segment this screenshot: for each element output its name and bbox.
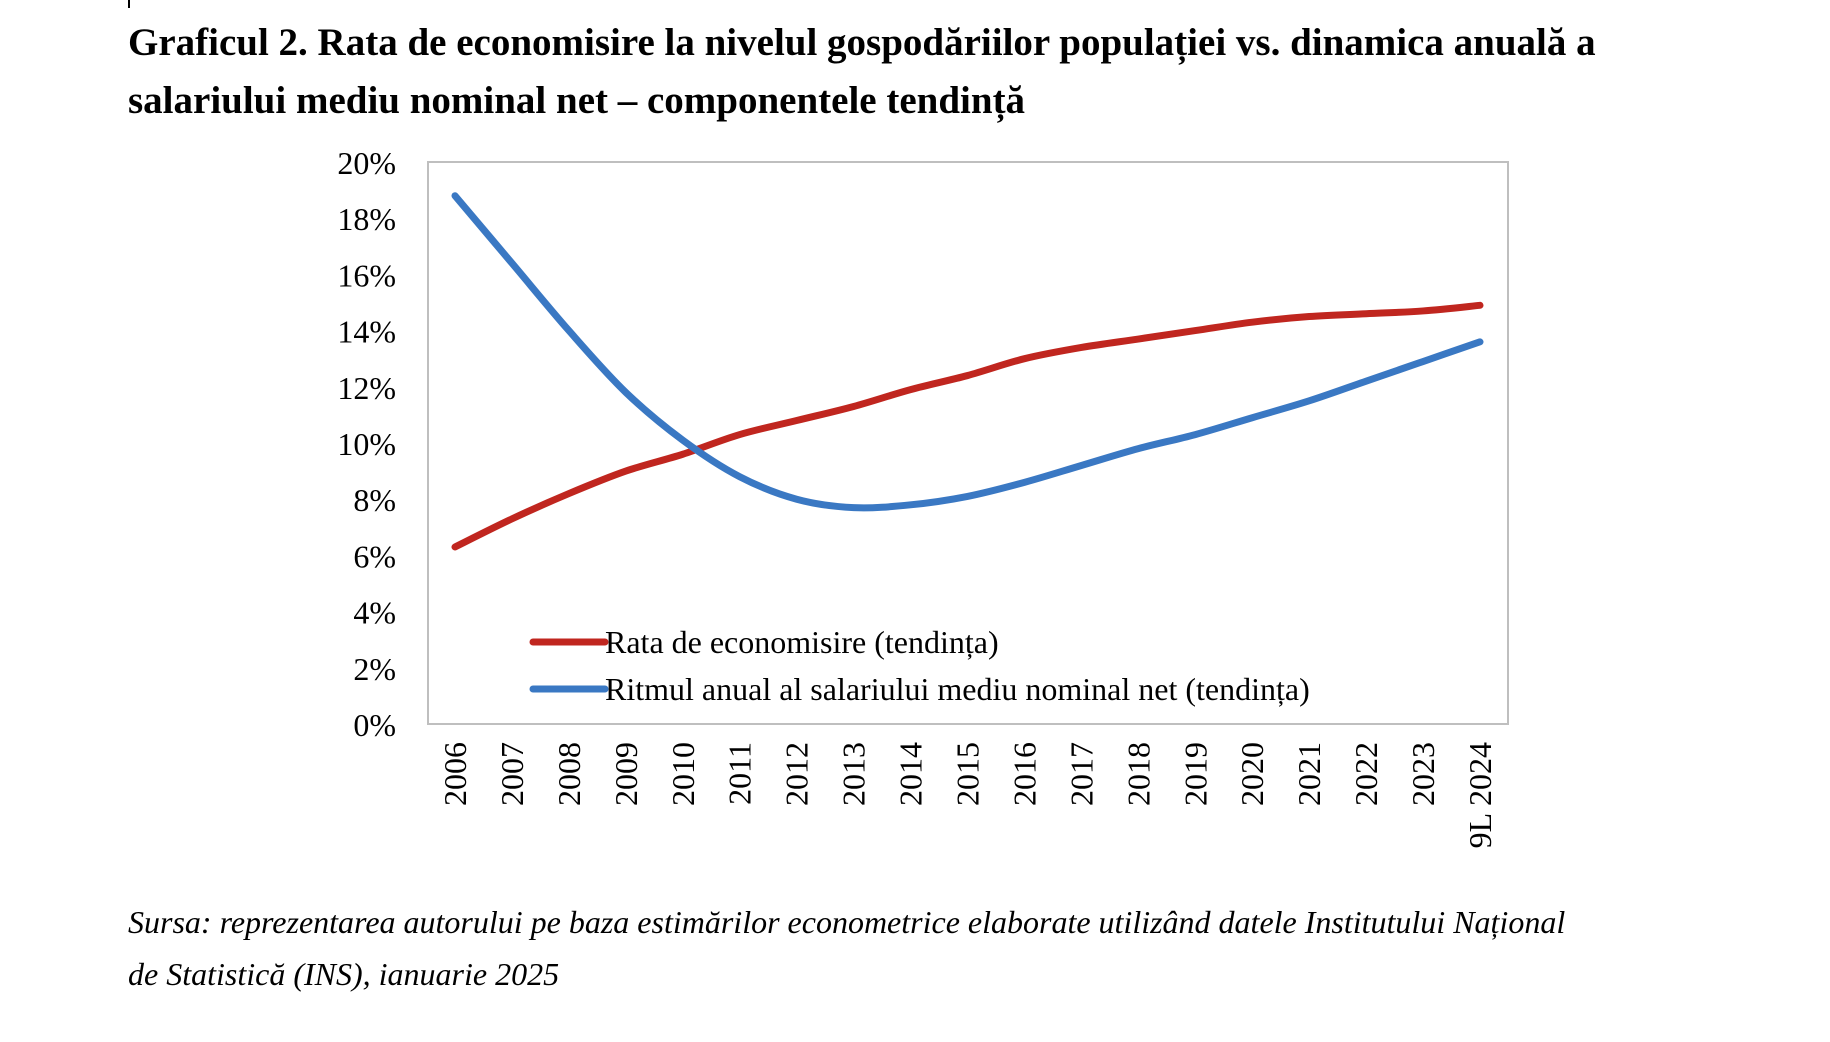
y-axis: 0% 2% 4% 6% 8% 10% 12% 14% 16% 18% 20% <box>337 145 396 743</box>
y-tick-label: 0% <box>353 707 396 743</box>
x-tick-label: 2010 <box>665 742 701 806</box>
legend: Rata de economisire (tendința) Ritmul anu… <box>529 624 1310 707</box>
y-tick-label: 16% <box>337 257 396 293</box>
y-tick-label: 20% <box>337 145 396 181</box>
x-tick-label: 2021 <box>1291 742 1327 806</box>
y-tick-label: 4% <box>353 595 396 631</box>
x-tick-label: 2014 <box>893 742 929 806</box>
series-line-savings-rate <box>451 301 1484 551</box>
page-corner-mark <box>128 0 130 8</box>
y-tick-label: 6% <box>353 538 396 574</box>
x-tick-label: 2015 <box>950 742 986 806</box>
x-tick-label: 2022 <box>1348 742 1384 806</box>
x-tick-label: 2017 <box>1063 742 1099 806</box>
source-line-1: Sursa: reprezentarea autorului pe baza e… <box>128 904 1566 940</box>
x-tick-label: 2018 <box>1120 742 1156 806</box>
source-note: Sursa: reprezentarea autorului pe baza e… <box>128 896 1768 1000</box>
x-tick-label: 2006 <box>437 742 473 806</box>
y-tick-label: 8% <box>353 482 396 518</box>
series-line-wage-growth <box>451 192 1484 512</box>
x-tick-label: 2023 <box>1405 742 1441 806</box>
x-axis: 2006 2007 2008 2009 2010 2011 2012 2013 2014 2015… <box>437 742 1498 848</box>
x-tick-label: 2019 <box>1177 742 1213 806</box>
x-tick-label: 2020 <box>1234 742 1270 806</box>
x-tick-label: 2016 <box>1006 742 1042 806</box>
y-tick-label: 10% <box>337 426 396 462</box>
legend-label: Ritmul anual al salariului mediu nominal… <box>605 671 1310 707</box>
y-tick-label: 14% <box>337 314 396 350</box>
x-tick-label: 2007 <box>494 742 530 806</box>
chart-title-line-2: salariului mediu nominal net – component… <box>128 79 1026 122</box>
x-tick-label: 2009 <box>608 742 644 806</box>
x-tick-label: 2011 <box>722 742 758 805</box>
chart-title-line-1: Graficul 2. Rata de economisire la nivel… <box>128 21 1596 64</box>
x-tick-label: 2013 <box>836 742 872 806</box>
x-tick-label: 2008 <box>551 742 587 806</box>
y-tick-label: 18% <box>337 201 396 237</box>
legend-label: Rata de economisire (tendința) <box>605 624 999 660</box>
series-lines <box>451 192 1484 551</box>
x-tick-label: 2012 <box>779 742 815 806</box>
plot-area-border <box>427 161 1509 725</box>
chart-title: Graficul 2. Rata de economisire la nivel… <box>128 14 1728 130</box>
y-tick-label: 2% <box>353 651 396 687</box>
x-tick-label: 9L 2024 <box>1462 742 1498 848</box>
source-line-2: de Statistică (INS), ianuarie 2025 <box>128 956 560 992</box>
y-tick-label: 12% <box>337 370 396 406</box>
